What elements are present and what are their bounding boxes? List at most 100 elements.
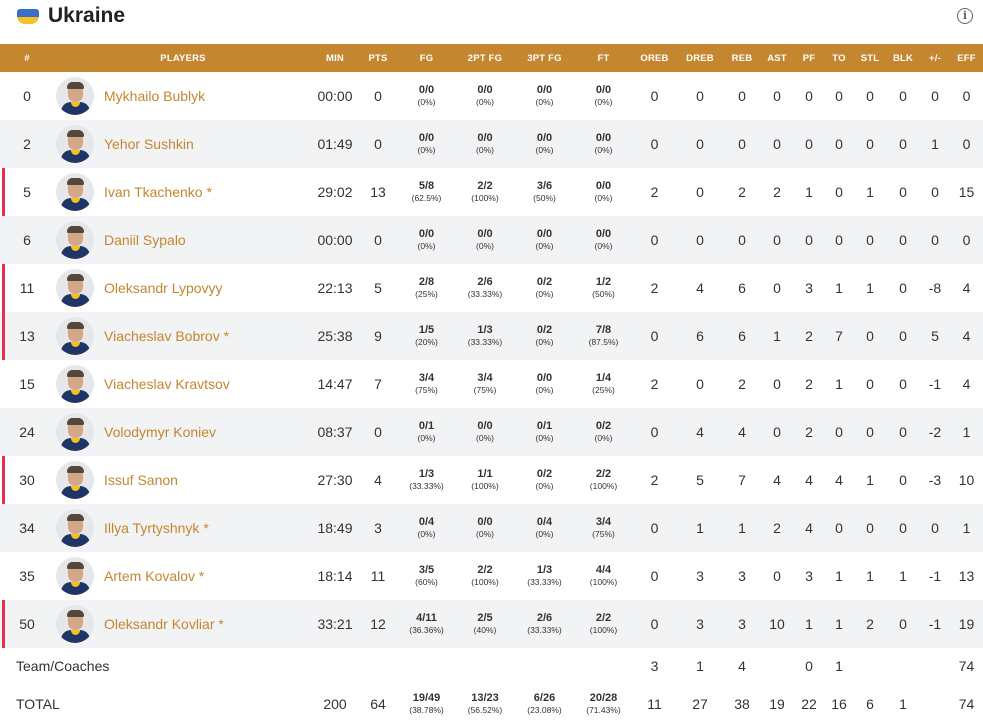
fg3: 0/2 (0%) (515, 312, 574, 360)
stat-oreb: 0 (650, 88, 659, 104)
stat-pm: -1 (928, 568, 942, 584)
column-header[interactable]: MIN (312, 44, 358, 72)
column-header[interactable]: PF (794, 44, 824, 72)
ft-made-attempted: 0/0 (595, 132, 612, 144)
stat-eff: 0 (962, 88, 971, 104)
column-header[interactable]: PLAYERS (54, 44, 312, 72)
fg2-made-attempted: 2/2 (477, 564, 493, 576)
player-name-link[interactable]: Illya Tyrtyshnyk * (104, 520, 209, 536)
player-row[interactable]: 13 Viacheslav Bobrov * 25:38 9 1/5 (20%) 1/3 (3… (0, 312, 983, 360)
fg-made-attempted: 1/3 (418, 468, 435, 480)
column-header[interactable]: STL (854, 44, 886, 72)
team-stat-to: 1 (835, 657, 843, 674)
player-name-link[interactable]: Viacheslav Bobrov * (104, 328, 230, 344)
column-header[interactable]: FT (574, 44, 633, 72)
column-header[interactable]: DREB (676, 44, 724, 72)
minutes: 14:47 (317, 376, 353, 392)
box-score-table: # PLAYERS MIN PTS FG 2PT FG 3PT FG FT OREB DREB RE… (0, 44, 983, 724)
stat-reb: 2 (738, 184, 746, 200)
fg3-made-attempted: 0/2 (536, 324, 553, 336)
stat-oreb: 2 (650, 184, 659, 200)
stat-ast: 0 (773, 568, 781, 584)
fg2-percentage: (100%) (471, 481, 499, 491)
column-header[interactable]: 3PT FG (515, 44, 574, 72)
stat-eff: 0 (950, 216, 983, 264)
stat-eff: 1 (950, 504, 983, 552)
total-stat-blk: 1 (899, 695, 907, 712)
column-header[interactable]: AST (760, 44, 794, 72)
player-row[interactable]: 35 Artem Kovalov * 18:14 11 3/5 (60%) 2/2 (100%… (0, 552, 983, 600)
stat-blk: 0 (886, 120, 920, 168)
info-icon[interactable]: i (957, 8, 973, 24)
fg2: 0/0 (0%) (455, 72, 515, 120)
stat-oreb: 0 (633, 120, 676, 168)
player-name-link[interactable]: Issuf Sanon (104, 472, 178, 488)
stat-pm: -8 (928, 280, 942, 296)
jersey-number: 2 (0, 120, 54, 168)
column-header[interactable]: BLK (886, 44, 920, 72)
player-row[interactable]: 24 Volodymyr Koniev 08:37 0 0/1 (0%) 0/0 (0%) 0/… (0, 408, 983, 456)
player-row[interactable]: 15 Viacheslav Kravtsov 14:47 7 3/4 (75%) 3/4 (7… (0, 360, 983, 408)
player-name-link[interactable]: Volodymyr Koniev (104, 424, 217, 440)
player-row[interactable]: 5 Ivan Tkachenko * 29:02 13 5/8 (62.5%) 2/2 (10… (0, 168, 983, 216)
player-row[interactable]: 2 Yehor Sushkin 01:49 0 0/0 (0%) 0/0 (0%) 0/0 (0%… (0, 120, 983, 168)
player-name-link[interactable]: Oleksandr Lypovyy (104, 280, 223, 296)
fg2-percentage: (0%) (476, 433, 494, 443)
player-name-link[interactable]: Oleksandr Kovliar * (104, 616, 224, 632)
total-stat-oreb: 11 (647, 695, 662, 712)
player-name-link[interactable]: Mykhailo Bublyk (104, 88, 206, 104)
stat-pf: 4 (805, 472, 813, 488)
player-name-link[interactable]: Artem Kovalov * (104, 568, 205, 584)
player-row[interactable]: 0 Mykhailo Bublyk 00:00 0 0/0 (0%) 0/0 (0%) 0/0(… (0, 72, 983, 120)
player-row[interactable]: 6 Daniil Sypalo 00:00 0 0/0 (0%) 0/0 (0%) 0/0 (0%… (0, 216, 983, 264)
points: 4 (374, 472, 382, 488)
column-header[interactable]: OREB (633, 44, 676, 72)
jersey-number: 24 (0, 408, 54, 456)
fg3-made-attempted: 0/2 (536, 468, 553, 480)
player-row[interactable]: 34 Illya Tyrtyshnyk * 18:49 3 0/4 (0%) 0/0 (0%)… (0, 504, 983, 552)
total-stat-to: 16 (831, 695, 847, 712)
player-name-link[interactable]: Viacheslav Kravtsov (104, 376, 230, 392)
player-row[interactable]: 50 Oleksandr Kovliar * 33:21 12 4/11 (36.36%)… (0, 600, 983, 648)
fg3-percentage: (0%) (535, 433, 554, 443)
player-row[interactable]: 11 Oleksandr Lypovyy 22:13 5 2/8 (25%) 2/6 (33.… (0, 264, 983, 312)
player-name-link[interactable]: Yehor Sushkin (104, 136, 194, 152)
stat-pf: 3 (805, 280, 813, 296)
column-header[interactable]: TO (824, 44, 854, 72)
jersey-number: 50 (0, 600, 54, 648)
column-header[interactable]: REB (724, 44, 760, 72)
player-name-link[interactable]: Daniil Sypalo (104, 232, 186, 248)
fg3: 1/3 (33.33%) (515, 552, 574, 600)
stat-oreb: 0 (633, 216, 676, 264)
total-stat-stl: 6 (866, 695, 874, 712)
jersey-number: 35 (0, 552, 54, 600)
stat-dreb: 0 (676, 120, 724, 168)
column-header[interactable]: EFF (950, 44, 983, 72)
fg-percentage: (0%) (417, 97, 436, 107)
fg: 0/0 (0%) (398, 72, 455, 120)
total-row: TOTAL 200 64 19/49 (38.78%) 13/23 (56.52%) 6/26… (0, 683, 983, 724)
column-header[interactable]: # (0, 44, 54, 72)
column-header[interactable]: +/- (920, 44, 950, 72)
column-header[interactable]: FG (398, 44, 455, 72)
total-stat-ast: 19 (769, 695, 785, 712)
player-row[interactable]: 30 Issuf Sanon 27:30 4 1/3 (33.33%) 1/1 (100%) 0… (0, 456, 983, 504)
stat-dreb: 1 (676, 504, 724, 552)
column-header[interactable]: 2PT FG (455, 44, 515, 72)
fg2-percentage: (33.33%) (467, 289, 503, 299)
player-name-link[interactable]: Ivan Tkachenko * (104, 184, 212, 200)
stat-to: 0 (824, 408, 854, 456)
fg-made-attempted: 1/5 (418, 324, 435, 336)
column-header[interactable]: PTS (358, 44, 398, 72)
jersey-number-text: 35 (19, 568, 35, 584)
player-cell: Viacheslav Kravtsov (54, 360, 312, 408)
stat-pf: 0 (794, 120, 824, 168)
stat-reb: 6 (738, 280, 746, 296)
stat-stl: 1 (866, 568, 874, 584)
fg: 0/0 (0%) (398, 216, 455, 264)
team-stat-dreb: 1 (696, 657, 704, 674)
fg2-made-attempted: 0/0 (477, 84, 493, 96)
stat-oreb: 0 (633, 504, 676, 552)
stat-ast: 0 (760, 408, 794, 456)
player-avatar (56, 77, 94, 115)
